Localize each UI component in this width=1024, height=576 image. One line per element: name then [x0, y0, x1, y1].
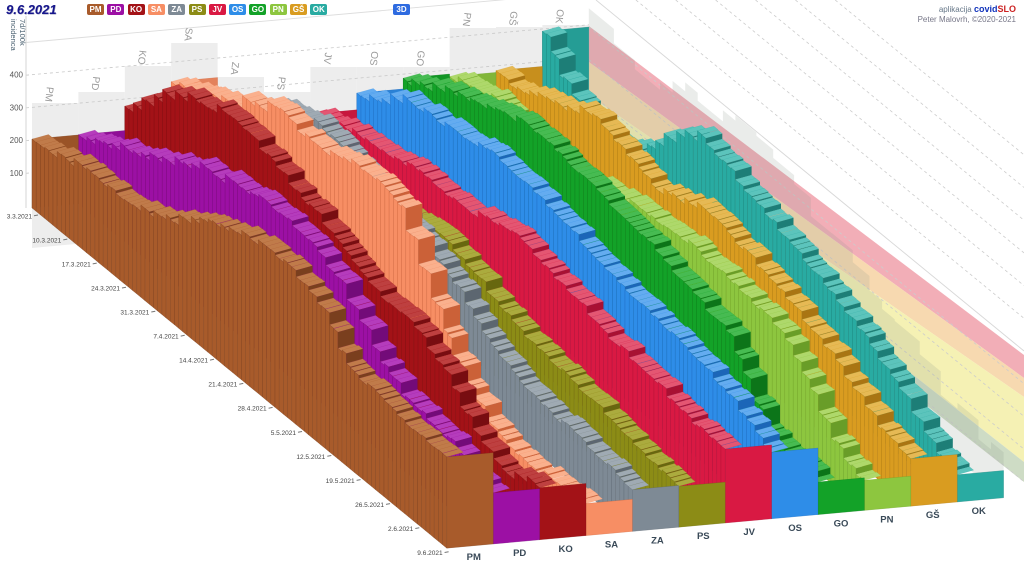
svg-text:17.3.2021: 17.3.2021 [62, 261, 91, 268]
svg-text:KO: KO [558, 544, 572, 555]
svg-text:JV: JV [321, 52, 333, 65]
svg-text:14.4.2021: 14.4.2021 [179, 358, 208, 365]
svg-text:28.4.2021: 28.4.2021 [238, 406, 267, 413]
svg-text:ZA: ZA [228, 61, 241, 75]
svg-text:31.3.2021: 31.3.2021 [120, 310, 149, 317]
svg-text:KO: KO [135, 49, 148, 65]
svg-text:21.4.2021: 21.4.2021 [208, 382, 237, 389]
svg-text:JV: JV [743, 527, 755, 538]
svg-text:ZA: ZA [651, 535, 664, 546]
svg-text:7.4.2021: 7.4.2021 [153, 334, 179, 341]
svg-text:5.5.2021: 5.5.2021 [271, 430, 297, 437]
svg-text:10.3.2021: 10.3.2021 [32, 237, 61, 244]
svg-text:SA: SA [605, 540, 618, 551]
svg-text:26.5.2021: 26.5.2021 [355, 502, 384, 509]
svg-text:OS: OS [367, 50, 380, 66]
svg-text:200: 200 [10, 136, 24, 145]
svg-text:PS: PS [697, 531, 710, 542]
svg-text:PD: PD [513, 548, 526, 559]
svg-text:3.3.2021: 3.3.2021 [7, 213, 33, 220]
svg-text:PM: PM [467, 552, 481, 563]
svg-text:SA: SA [181, 27, 194, 42]
svg-text:GO: GO [834, 519, 849, 530]
svg-text:12.5.2021: 12.5.2021 [296, 454, 325, 461]
svg-text:PS: PS [274, 76, 287, 91]
svg-text:OK: OK [972, 506, 986, 517]
svg-text:OK: OK [553, 8, 566, 24]
svg-text:GŠ: GŠ [506, 10, 521, 26]
svg-text:9.6.2021: 9.6.2021 [417, 550, 443, 557]
svg-text:PM: PM [42, 86, 55, 102]
svg-text:2.6.2021: 2.6.2021 [388, 526, 414, 533]
svg-text:GŠ: GŠ [926, 509, 940, 521]
svg-text:PN: PN [460, 12, 473, 27]
svg-text:300: 300 [10, 103, 24, 112]
svg-text:19.5.2021: 19.5.2021 [326, 478, 355, 485]
svg-text:OS: OS [788, 523, 802, 534]
svg-text:PN: PN [880, 514, 893, 525]
svg-text:400: 400 [10, 71, 24, 80]
svg-text:PD: PD [89, 76, 102, 91]
svg-text:24.3.2021: 24.3.2021 [91, 286, 120, 293]
svg-text:7d/100k: 7d/100k [18, 19, 27, 46]
svg-text:incidenca: incidenca [9, 19, 18, 52]
svg-text:GO: GO [413, 50, 426, 67]
svg-text:100: 100 [10, 169, 24, 178]
